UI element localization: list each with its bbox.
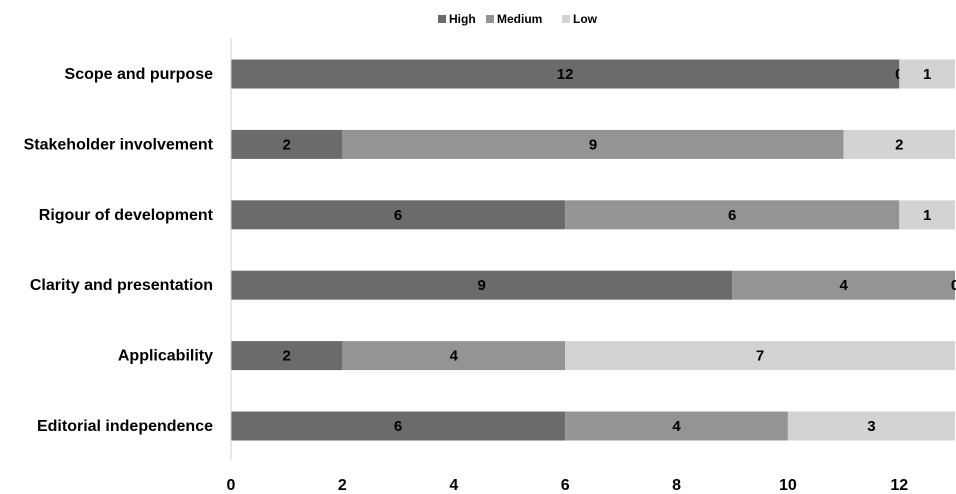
data-label: 2 — [895, 136, 903, 153]
bar-segment-high — [231, 129, 343, 159]
category-label: Clarity and presentation — [30, 277, 213, 294]
bar-segment-high — [231, 411, 566, 441]
bar-segment-low — [899, 200, 955, 230]
data-label: 9 — [589, 136, 597, 153]
data-label: 1 — [923, 66, 931, 83]
bar-segment-high — [231, 341, 343, 371]
bar-segment-low — [787, 411, 955, 441]
data-label: 9 — [477, 277, 485, 294]
data-label: 2 — [283, 348, 291, 365]
bar-segment-medium — [565, 200, 900, 230]
x-tick-label: 6 — [561, 477, 570, 494]
data-label: 4 — [839, 277, 848, 294]
bar-segment-medium — [732, 270, 955, 300]
legend-label-medium: Medium — [497, 12, 542, 26]
x-tick-label: 10 — [779, 477, 797, 494]
data-label: 2 — [283, 136, 291, 153]
legend: High Medium Low — [438, 12, 598, 26]
legend-label-high: High — [449, 12, 476, 26]
bars: 1201292661940247643 — [231, 59, 956, 441]
bar-segment-medium — [342, 341, 566, 371]
bar-segment-medium — [565, 411, 788, 441]
data-label: 7 — [756, 348, 764, 365]
category-labels: Scope and purpose Stakeholder involvement… — [24, 66, 214, 435]
category-label: Rigour of development — [39, 207, 214, 224]
category-label: Stakeholder involvement — [24, 136, 214, 153]
x-tick-label: 0 — [227, 477, 236, 494]
data-label: 1 — [923, 207, 931, 224]
legend-label-low: Low — [573, 12, 598, 26]
data-label: 6 — [728, 207, 736, 224]
legend-swatch-medium — [486, 15, 494, 23]
bar-segment-high — [231, 200, 566, 230]
bar-segment-high — [231, 59, 900, 89]
data-label: 6 — [394, 207, 402, 224]
x-tick-label: 4 — [449, 477, 458, 494]
data-label: 12 — [557, 66, 574, 83]
data-label: 4 — [450, 348, 459, 365]
x-tick-label: 12 — [890, 477, 908, 494]
bar-segment-low — [899, 59, 955, 89]
legend-swatch-high — [438, 15, 446, 23]
data-label: 0 — [951, 277, 956, 294]
bar-segment-high — [231, 270, 733, 300]
data-label: 4 — [672, 418, 681, 435]
data-label: 6 — [394, 418, 402, 435]
category-label: Editorial independence — [37, 418, 213, 435]
category-label: Scope and purpose — [65, 66, 214, 83]
bar-segment-low — [565, 341, 955, 371]
bar-segment-medium — [342, 129, 844, 159]
bar-segment-low — [843, 129, 955, 159]
x-tick-label: 8 — [672, 477, 681, 494]
x-tick-label: 2 — [338, 477, 347, 494]
legend-swatch-low — [562, 15, 570, 23]
category-label: Applicability — [118, 348, 213, 365]
x-axis-tick-labels: 0 2 4 6 8 10 12 — [227, 477, 909, 494]
data-label: 3 — [867, 418, 875, 435]
